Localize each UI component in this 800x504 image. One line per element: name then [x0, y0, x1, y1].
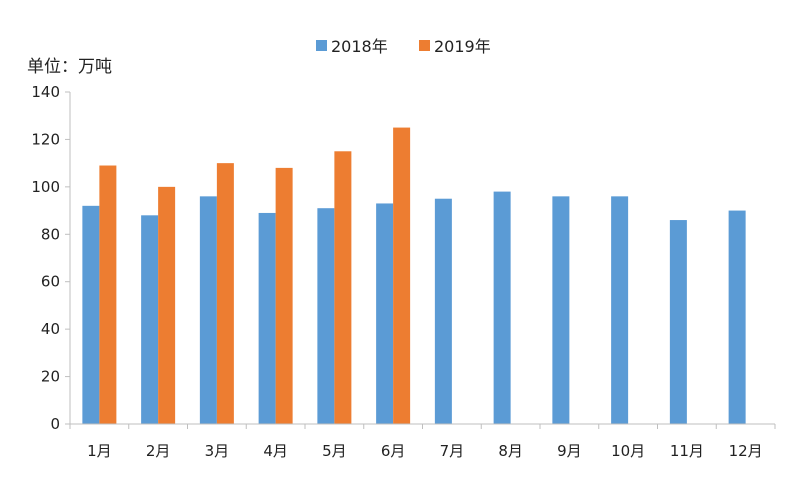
x-tick-label: 6月 [381, 442, 406, 460]
x-tick-label: 4月 [263, 442, 288, 460]
legend-label: 2019年 [434, 37, 491, 56]
bar-series-1 [728, 210, 746, 424]
x-tick-label: 9月 [557, 442, 582, 460]
y-tick-label: 60 [41, 273, 60, 291]
y-tick-label: 80 [41, 225, 60, 243]
x-tick-label: 5月 [322, 442, 347, 460]
bar-series-1 [199, 196, 217, 424]
legend-swatch [419, 40, 430, 51]
y-tick-label: 120 [31, 130, 60, 148]
x-tick-label: 8月 [498, 442, 523, 460]
x-tick-label: 3月 [205, 442, 230, 460]
bar-series-1 [493, 191, 511, 424]
bars [82, 127, 746, 425]
legend: 2018年 2019年 [316, 37, 491, 56]
y-axis-unit-label: 单位：万吨 [27, 57, 112, 77]
bar-series-2 [216, 163, 234, 424]
x-tick-label: 11月 [670, 442, 704, 460]
y-tick-label: 40 [41, 320, 60, 338]
x-tick-label: 7月 [440, 442, 465, 460]
y-tick-label: 140 [31, 83, 60, 101]
x-tick-label: 2月 [146, 442, 171, 460]
bar-series-1 [434, 198, 452, 424]
y-tick-label: 100 [31, 178, 60, 196]
y-axis: 0 20 40 60 80 100 120 140 [31, 83, 71, 433]
x-tick-label: 1月 [87, 442, 112, 460]
bar-series-1 [317, 208, 335, 424]
legend-swatch [316, 40, 327, 51]
legend-label: 2018年 [331, 37, 388, 56]
y-tick-label: 0 [50, 415, 60, 433]
bar-series-1 [376, 203, 394, 424]
bar-series-1 [611, 196, 629, 424]
x-tick-label: 10月 [611, 442, 645, 460]
bar-series-2 [275, 167, 293, 424]
bar-series-2 [99, 165, 117, 424]
x-tick-label: 12月 [729, 442, 763, 460]
bar-series-2 [158, 186, 176, 424]
bar-series-2 [334, 151, 352, 425]
bar-series-1 [258, 212, 276, 424]
bar-series-1 [552, 196, 570, 424]
y-tick-label: 20 [41, 368, 60, 386]
bar-series-1 [669, 220, 687, 424]
bar-series-1 [141, 215, 159, 424]
bar-series-1 [82, 205, 100, 424]
bar-series-2 [393, 127, 411, 425]
x-axis: 1月 2月 3月 4月 5月 6月 7月 8月 9月 10月 11月 12月 [69, 423, 776, 460]
